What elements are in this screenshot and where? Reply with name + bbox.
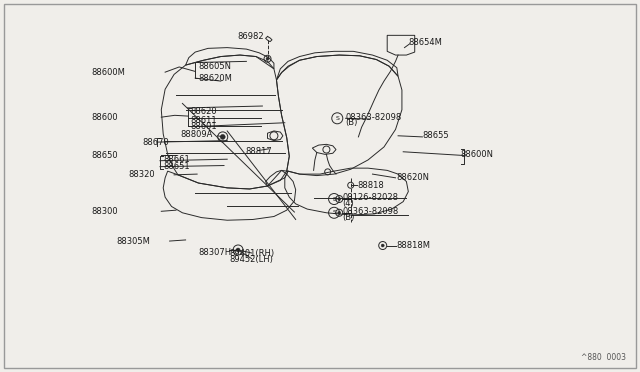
Text: 86982: 86982 (237, 32, 264, 41)
Text: (B): (B) (346, 118, 358, 127)
Text: 88655: 88655 (422, 131, 449, 140)
Text: 88670: 88670 (142, 138, 169, 147)
Text: 88620N: 88620N (397, 173, 430, 182)
Text: 88600: 88600 (92, 113, 118, 122)
Text: 88817: 88817 (245, 147, 272, 156)
Text: 88620M: 88620M (198, 74, 232, 83)
Text: S: S (332, 210, 336, 215)
Circle shape (381, 244, 384, 247)
Text: 88307H: 88307H (198, 248, 232, 257)
Text: 88650: 88650 (92, 151, 118, 160)
Text: 88651: 88651 (163, 162, 190, 171)
Text: 89401(RH): 89401(RH) (229, 249, 274, 258)
Text: 88818M: 88818M (397, 241, 431, 250)
Circle shape (266, 57, 269, 60)
Text: 88305M: 88305M (116, 237, 150, 246)
Text: 88654M: 88654M (408, 38, 442, 47)
Text: 88300: 88300 (92, 207, 118, 216)
Text: 88600N: 88600N (461, 150, 494, 159)
Circle shape (236, 248, 240, 252)
Text: 08126-82028: 08126-82028 (342, 193, 398, 202)
Text: 88661: 88661 (163, 155, 190, 164)
Text: 89452(LH): 89452(LH) (230, 255, 273, 264)
Text: 88809A: 88809A (180, 130, 213, 139)
Text: (B): (B) (342, 213, 355, 222)
Text: 88611: 88611 (191, 116, 218, 125)
Text: 88620: 88620 (191, 107, 218, 116)
Text: 88818: 88818 (357, 181, 384, 190)
Text: 88605N: 88605N (198, 62, 232, 71)
Text: S: S (335, 116, 339, 121)
Text: 88320: 88320 (128, 170, 155, 179)
Text: 08363-82098: 08363-82098 (346, 113, 402, 122)
Circle shape (338, 198, 340, 201)
Text: 88601: 88601 (191, 122, 218, 131)
Text: ^880  0003: ^880 0003 (581, 353, 626, 362)
Text: (4): (4) (342, 199, 354, 208)
Circle shape (338, 211, 340, 214)
Text: 08363-82098: 08363-82098 (342, 207, 399, 216)
Circle shape (220, 134, 225, 140)
Text: B: B (332, 196, 336, 202)
Text: 88600M: 88600M (92, 68, 125, 77)
